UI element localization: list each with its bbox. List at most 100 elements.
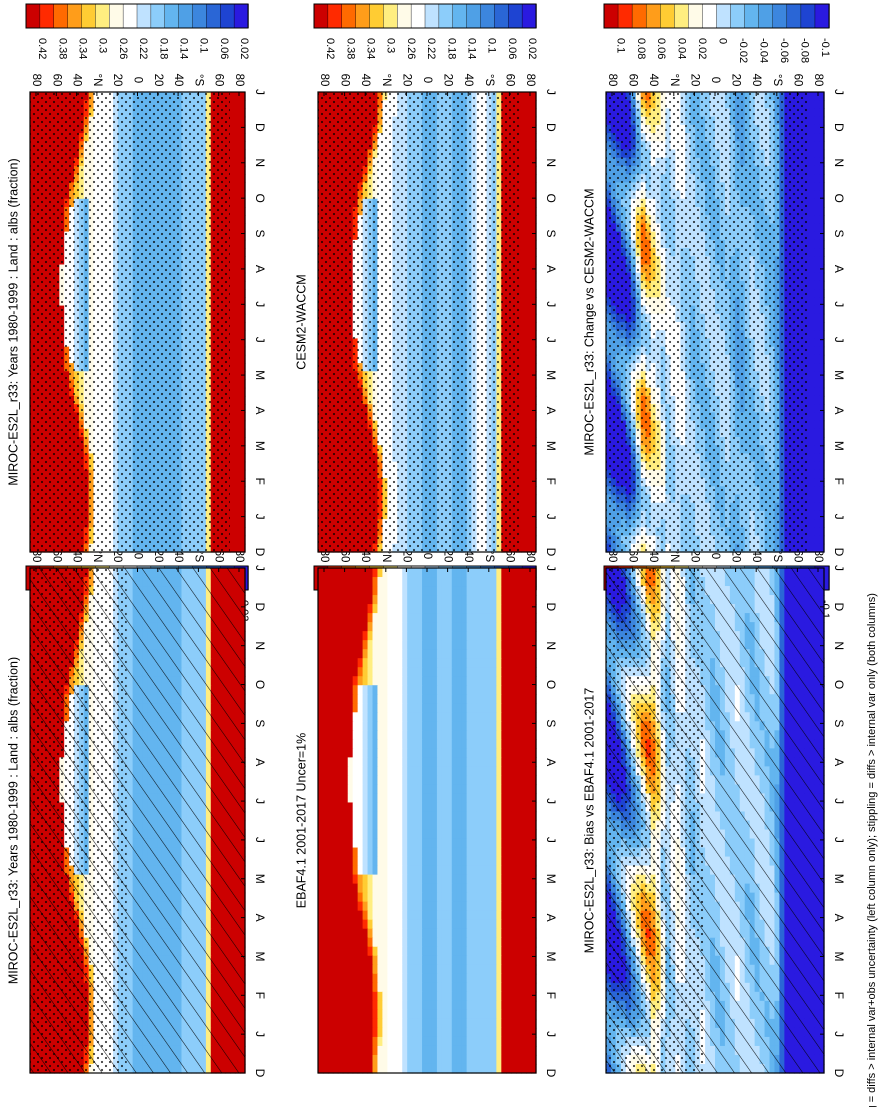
heatmap-cell — [516, 775, 522, 786]
heatmap-cell — [332, 748, 339, 758]
heatmap-cell — [446, 784, 453, 795]
heatmap-cell — [412, 667, 418, 677]
heatmap-cell — [441, 802, 448, 813]
heatmap-cell — [501, 1036, 507, 1047]
heatmap-cell — [382, 991, 388, 1002]
heatmap-cell — [402, 811, 408, 822]
heatmap-cell — [347, 721, 354, 731]
heatmap-cell — [352, 703, 359, 713]
heatmap-cell — [397, 703, 403, 713]
heatmap-cell — [436, 946, 443, 957]
heatmap-cell — [422, 1000, 428, 1011]
heatmap-cell — [466, 739, 473, 749]
heatmap-cell — [367, 919, 374, 930]
heatmap-cell — [461, 604, 468, 614]
heatmap-cell — [327, 802, 334, 813]
heatmap-cell — [521, 748, 527, 758]
heatmap-cell — [367, 604, 374, 614]
heatmap-cell — [387, 1027, 393, 1038]
heatmap-cell — [347, 811, 354, 822]
heatmap-cell — [392, 622, 398, 632]
heatmap-cell — [332, 649, 339, 659]
heatmap-cell — [367, 883, 374, 894]
heatmap-cell — [481, 595, 488, 605]
heatmap-cell — [342, 730, 349, 740]
heatmap-cell — [372, 766, 379, 777]
heatmap-cell — [456, 901, 463, 912]
heatmap-cell — [407, 883, 413, 894]
heatmap-cell — [392, 1036, 398, 1047]
heatmap-cell — [521, 883, 527, 894]
heatmap-cell — [446, 964, 453, 975]
heatmap-cell — [491, 658, 497, 668]
heatmap-cell — [481, 955, 488, 966]
heatmap-cell — [337, 964, 344, 975]
heatmap-cell — [466, 811, 473, 822]
heatmap-cell — [427, 757, 433, 767]
heatmap-cell — [382, 676, 388, 686]
heatmap-cell — [422, 928, 428, 939]
heatmap-cell — [436, 568, 443, 578]
heatmap-cell — [387, 775, 393, 786]
heatmap-cell — [422, 640, 428, 650]
heatmap-cell — [367, 892, 374, 903]
heatmap-cell — [486, 577, 493, 587]
heatmap-cell — [382, 901, 388, 912]
heatmap-cell — [456, 1036, 463, 1047]
heatmap-cell — [327, 604, 334, 614]
heatmap-cell — [436, 613, 443, 623]
heatmap-cell — [496, 577, 502, 587]
heatmap-cell — [322, 595, 329, 605]
heatmap-cell — [441, 667, 448, 677]
heatmap-cell — [431, 946, 438, 957]
heatmap-cell — [511, 631, 517, 641]
heatmap-cell — [446, 919, 453, 930]
heatmap-cell — [327, 694, 334, 704]
heatmap-cell — [387, 892, 393, 903]
heatmap-cell — [496, 991, 502, 1002]
heatmap-cell — [342, 847, 349, 858]
heatmap-cell — [451, 973, 458, 984]
heatmap-cell — [431, 811, 438, 822]
heatmap-cell — [451, 838, 458, 849]
heatmap-cell — [441, 964, 448, 975]
heatmap-cell — [327, 874, 334, 885]
heatmap-cell — [318, 910, 324, 921]
heatmap-cell — [337, 937, 344, 948]
heatmap-cell — [412, 802, 418, 813]
heatmap-cell — [526, 937, 532, 948]
heatmap-cell — [516, 982, 522, 993]
heatmap-cell — [342, 613, 349, 623]
heatmap-cell — [357, 1036, 364, 1047]
heatmap-cell — [456, 811, 463, 822]
heatmap-cell — [451, 775, 458, 786]
heatmap-cell — [392, 730, 398, 740]
heatmap-cell — [436, 1036, 443, 1047]
heatmap-cell — [362, 865, 369, 876]
heatmap-cell — [367, 901, 374, 912]
heatmap-cell — [322, 712, 329, 722]
heatmap-cell — [476, 1018, 483, 1029]
heatmap-cell — [332, 973, 339, 984]
heatmap-cell — [362, 595, 369, 605]
heatmap-cell — [526, 973, 532, 984]
heatmap-cell — [412, 973, 418, 984]
heatmap-cell — [476, 730, 483, 740]
heatmap-cell — [486, 649, 493, 659]
heatmap-cell — [322, 784, 329, 795]
heatmap-cell — [382, 802, 388, 813]
heatmap-cell — [392, 838, 398, 849]
heatmap-cell — [377, 1027, 384, 1038]
heatmap-cell — [377, 982, 384, 993]
heatmap-cell — [516, 613, 522, 623]
heatmap-cell — [387, 829, 393, 840]
heatmap-cell — [481, 847, 488, 858]
heatmap-cell — [417, 829, 423, 840]
heatmap-cell — [501, 613, 507, 623]
heatmap-cell — [352, 829, 359, 840]
heatmap-cell — [347, 991, 354, 1002]
heatmap-cell — [466, 1000, 473, 1011]
heatmap-cell — [466, 775, 473, 786]
heatmap-cell — [436, 676, 443, 686]
heatmap-cell — [402, 721, 408, 731]
